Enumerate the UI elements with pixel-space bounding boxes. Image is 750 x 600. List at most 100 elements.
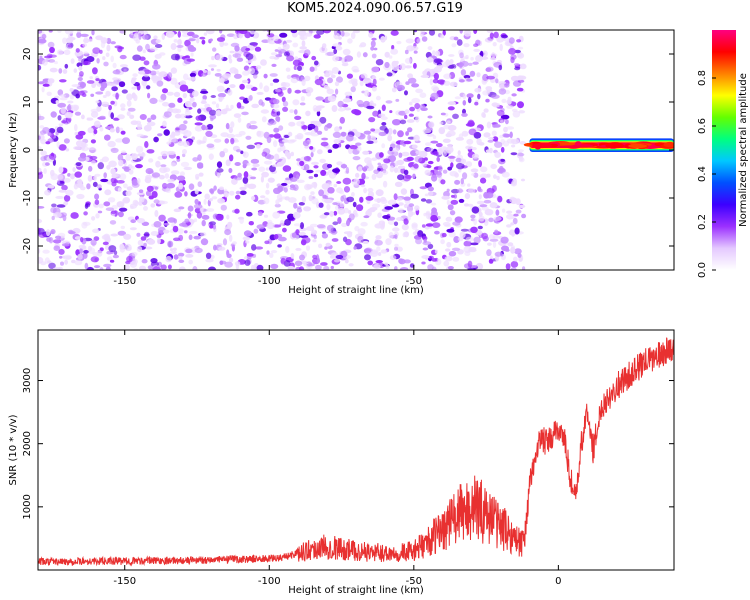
heatmap-noise-cell xyxy=(109,128,116,133)
heatmap-noise-cell xyxy=(387,199,397,206)
heatmap-noise-cell xyxy=(165,30,175,38)
heatmap-noise-cell xyxy=(263,197,270,205)
heatmap-noise-cell xyxy=(276,110,281,116)
heatmap-noise-cell xyxy=(448,250,457,257)
heatmap-noise-cell xyxy=(118,159,124,167)
heatmap-noise-cell xyxy=(167,150,176,155)
heatmap-noise-cell xyxy=(443,260,450,267)
heatmap-noise-cell xyxy=(433,58,443,64)
heatmap-noise-cell xyxy=(209,224,214,229)
heatmap-noise-cell xyxy=(447,101,456,106)
heatmap-noise-cell xyxy=(263,160,273,165)
heatmap-noise-cell xyxy=(47,260,52,264)
heatmap-noise-cell xyxy=(117,230,127,236)
heatmap-noise-cell xyxy=(194,189,199,195)
heatmap-noise-cell xyxy=(206,143,215,148)
heatmap-noise-cell xyxy=(228,168,233,173)
heatmap-noise-cell xyxy=(309,66,315,72)
heatmap-noise-cell xyxy=(399,63,406,71)
heatmap-noise-cell xyxy=(112,77,119,81)
heatmap-noise-cell xyxy=(256,224,266,230)
heatmap-noise-cell xyxy=(211,196,218,200)
heatmap-noise-cell xyxy=(153,35,158,40)
heatmap-noise-cell xyxy=(407,127,413,133)
heatmap-noise-cell xyxy=(222,238,228,246)
heatmap-noise-cell xyxy=(235,30,239,34)
heatmap-noise-cell xyxy=(274,203,281,208)
heatmap-noise-cell xyxy=(381,143,386,149)
heatmap-noise-cell xyxy=(235,194,241,200)
heatmap-noise-cell xyxy=(69,94,75,100)
y-tick-label: 20 xyxy=(22,48,33,61)
heatmap-noise-cell xyxy=(91,82,96,88)
heatmap-noise-cell xyxy=(311,55,317,61)
heatmap-noise-cell xyxy=(216,168,224,173)
heatmap-noise-cell xyxy=(138,32,142,40)
heatmap-noise-cell xyxy=(58,68,63,74)
heatmap-noise-cell xyxy=(404,49,409,55)
heatmap-noise-cell xyxy=(428,255,434,260)
heatmap-noise-cell xyxy=(422,236,428,241)
heatmap-noise-cell xyxy=(187,212,192,219)
heatmap-noise-cell xyxy=(486,75,495,80)
heatmap-noise-cell xyxy=(219,186,224,191)
heatmap-noise-cell xyxy=(314,78,324,86)
heatmap-noise-cell xyxy=(468,128,477,136)
heatmap-noise-cell xyxy=(106,250,113,255)
x-tick-label: -150 xyxy=(113,276,136,287)
heatmap-noise-cell xyxy=(136,133,145,138)
heatmap-noise-cell xyxy=(253,228,259,234)
heatmap-noise-cell xyxy=(131,182,140,188)
heatmap-noise-cell xyxy=(448,54,455,57)
heatmap-noise-cell xyxy=(283,187,288,193)
heatmap-noise-cell xyxy=(310,133,319,137)
heatmap-noise-cell xyxy=(143,242,147,248)
heatmap-noise-cell xyxy=(313,165,319,169)
heatmap-noise-cell xyxy=(512,110,521,118)
heatmap-noise-cell xyxy=(393,221,399,227)
heatmap-noise-cell xyxy=(439,121,444,125)
heatmap-noise-cell xyxy=(380,198,388,204)
heatmap-noise-cell xyxy=(155,160,161,168)
heatmap-noise-cell xyxy=(90,93,95,98)
heatmap-noise-cell xyxy=(483,199,492,204)
heatmap-noise-cell xyxy=(407,73,413,79)
heatmap-noise-cell xyxy=(382,163,388,170)
heatmap-noise-cell xyxy=(265,167,270,171)
heatmap-noise-cell xyxy=(492,136,499,142)
heatmap-noise-cell xyxy=(143,60,150,66)
heatmap-noise-cell xyxy=(103,263,112,268)
heatmap-noise-cell xyxy=(146,185,154,192)
heatmap-noise-cell xyxy=(454,96,462,100)
heatmap-noise-cell xyxy=(51,203,57,208)
heatmap-noise-cell xyxy=(494,151,501,158)
heatmap-noise-cell xyxy=(441,232,447,238)
heatmap-noise-cell xyxy=(106,256,113,262)
heatmap-noise-cell xyxy=(326,203,331,211)
heatmap-noise-cell xyxy=(65,148,70,152)
heatmap-noise-cell xyxy=(390,30,399,36)
heatmap-noise-cell xyxy=(463,75,471,79)
heatmap-noise-cell xyxy=(470,226,478,233)
heatmap-noise-cell xyxy=(193,235,201,240)
heatmap-noise-cell xyxy=(517,152,525,157)
heatmap-noise-cell xyxy=(210,68,215,71)
heatmap-noise-cell xyxy=(346,196,355,203)
heatmap-noise-cell xyxy=(318,243,323,249)
heatmap-noise-cell xyxy=(412,173,416,179)
heatmap-noise-cell xyxy=(492,42,497,47)
heatmap-noise-cell xyxy=(333,183,338,188)
heatmap-noise-cell xyxy=(340,131,347,137)
heatmap-noise-cell xyxy=(320,169,327,176)
heatmap-noise-cell xyxy=(519,141,526,145)
heatmap-noise-cell xyxy=(146,239,156,245)
heatmap-noise-cell xyxy=(346,219,350,227)
heatmap-noise-cell xyxy=(191,90,199,97)
heatmap-noise-cell xyxy=(445,133,452,138)
heatmap-noise-cell xyxy=(38,115,45,121)
heatmap-noise-cell xyxy=(273,187,281,194)
heatmap-noise-cell xyxy=(490,163,498,170)
heatmap-noise-cell xyxy=(96,105,102,112)
heatmap-noise-cell xyxy=(136,246,143,252)
heatmap-noise-cell xyxy=(112,62,117,69)
